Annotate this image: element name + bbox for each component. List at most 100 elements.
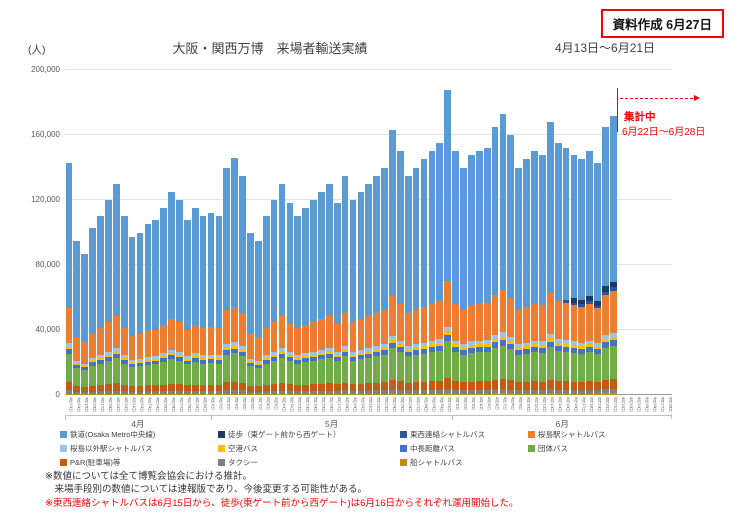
legend-label: 桜島駅シャトルバス bbox=[538, 430, 606, 439]
bar-4月19日 bbox=[112, 70, 120, 395]
legend-item: 徒歩（東ゲート前から西ゲート） bbox=[218, 429, 400, 440]
bar-segment bbox=[341, 346, 349, 350]
bar-segment bbox=[168, 390, 175, 394]
bar-segment bbox=[341, 382, 349, 391]
bar-segment bbox=[507, 298, 515, 338]
bar-6月21日 bbox=[610, 70, 617, 395]
x-tick-label: 6月3日 bbox=[471, 397, 476, 410]
bar-4月16日 bbox=[89, 70, 96, 395]
bar-segment bbox=[594, 346, 601, 350]
bar-segment bbox=[594, 393, 601, 395]
bar-segment bbox=[325, 347, 333, 352]
bar-segment bbox=[483, 393, 491, 395]
bar-segment bbox=[302, 384, 310, 392]
bar-segment bbox=[602, 380, 609, 390]
bar-segment bbox=[436, 389, 444, 394]
x-tick-label: 4月30日 bbox=[203, 397, 208, 412]
bar-segment bbox=[310, 200, 317, 323]
bar-5月5日 bbox=[239, 70, 246, 395]
bar-segment bbox=[539, 393, 546, 395]
x-tick-label: 5月26日 bbox=[408, 397, 413, 412]
x-tick-label: 6月11日 bbox=[534, 397, 539, 412]
bar-5月14日 bbox=[310, 70, 317, 395]
bar-segment bbox=[578, 393, 586, 395]
bar-segment bbox=[389, 380, 396, 390]
bar-segment bbox=[152, 219, 160, 330]
bar-segment bbox=[215, 360, 223, 364]
bar-segment bbox=[262, 363, 270, 386]
bar-segment bbox=[254, 386, 262, 392]
x-tick-label: 5月14日 bbox=[313, 397, 318, 412]
x-tick-label: 5月28日 bbox=[423, 397, 428, 412]
bar-segment bbox=[278, 383, 286, 391]
bar-segment bbox=[65, 390, 73, 394]
bar-segment bbox=[168, 383, 175, 391]
bar-segment bbox=[436, 338, 444, 343]
bar-segment bbox=[286, 357, 294, 362]
bar-segment bbox=[183, 385, 191, 392]
bar-segment bbox=[191, 353, 199, 357]
bar-segment bbox=[562, 381, 570, 390]
bar-segment bbox=[231, 390, 238, 394]
legend-swatch bbox=[218, 445, 225, 452]
bar-segment bbox=[112, 347, 120, 352]
bar-segment bbox=[610, 332, 617, 337]
bar-4月28日 bbox=[183, 70, 191, 395]
bar-segment bbox=[381, 390, 388, 394]
bar-segment bbox=[89, 227, 96, 333]
bar-segment bbox=[254, 337, 262, 361]
bar-segment bbox=[586, 381, 594, 390]
legend-swatch bbox=[60, 431, 67, 438]
bar-segment bbox=[475, 344, 483, 348]
bar-segment bbox=[499, 339, 507, 346]
bar-segment bbox=[554, 389, 562, 394]
bar-segment bbox=[191, 391, 199, 394]
bar-segment bbox=[278, 390, 286, 394]
x-tick-label: 5月13日 bbox=[305, 397, 310, 412]
bar-segment bbox=[215, 385, 223, 392]
bar-segment bbox=[223, 390, 231, 394]
legend-label: 団体バス bbox=[538, 444, 568, 453]
bar-segment bbox=[144, 391, 152, 394]
bar-segment bbox=[223, 167, 231, 311]
bar-segment bbox=[247, 394, 254, 395]
bar-segment bbox=[262, 393, 270, 395]
bar-segment bbox=[341, 356, 349, 383]
bar-segment bbox=[152, 364, 160, 386]
bar-segment bbox=[239, 390, 246, 394]
bar-segment bbox=[144, 224, 152, 332]
bar-segment bbox=[325, 357, 333, 384]
bar-segment bbox=[144, 357, 152, 360]
legend-swatch bbox=[218, 431, 225, 438]
bar-segment bbox=[365, 347, 373, 352]
bar-4月22日 bbox=[136, 70, 144, 395]
bar-segment bbox=[318, 393, 325, 395]
bar-4月23日 bbox=[144, 70, 152, 395]
bar-6月8日 bbox=[507, 70, 515, 395]
bar-segment bbox=[81, 392, 89, 395]
x-tick-label: 5月10日 bbox=[281, 397, 286, 412]
x-tick-label: 6月5日 bbox=[487, 397, 492, 410]
x-tick-label: 6月9日 bbox=[518, 397, 523, 410]
bar-segment bbox=[112, 316, 120, 348]
bar-segment bbox=[586, 301, 594, 305]
bar-segment bbox=[294, 328, 302, 356]
legend-label: タクシー bbox=[228, 458, 258, 467]
bar-segment bbox=[420, 307, 428, 343]
x-tick-label: 6月1日 bbox=[455, 397, 460, 410]
bar-segment bbox=[468, 393, 475, 395]
bar-segment bbox=[468, 381, 475, 390]
bar-segment bbox=[270, 360, 278, 385]
bar-segment bbox=[183, 358, 191, 361]
bar-segment bbox=[89, 360, 96, 363]
bar-segment bbox=[475, 393, 483, 395]
bar-segment bbox=[570, 305, 578, 342]
bar-segment bbox=[546, 334, 554, 339]
bar-segment bbox=[507, 389, 515, 394]
bar-segment bbox=[105, 393, 112, 395]
bar-segment bbox=[404, 352, 412, 357]
bar-segment bbox=[468, 389, 475, 394]
bar-segment bbox=[278, 393, 286, 395]
bar-segment bbox=[223, 347, 231, 351]
bar-segment bbox=[404, 393, 412, 395]
